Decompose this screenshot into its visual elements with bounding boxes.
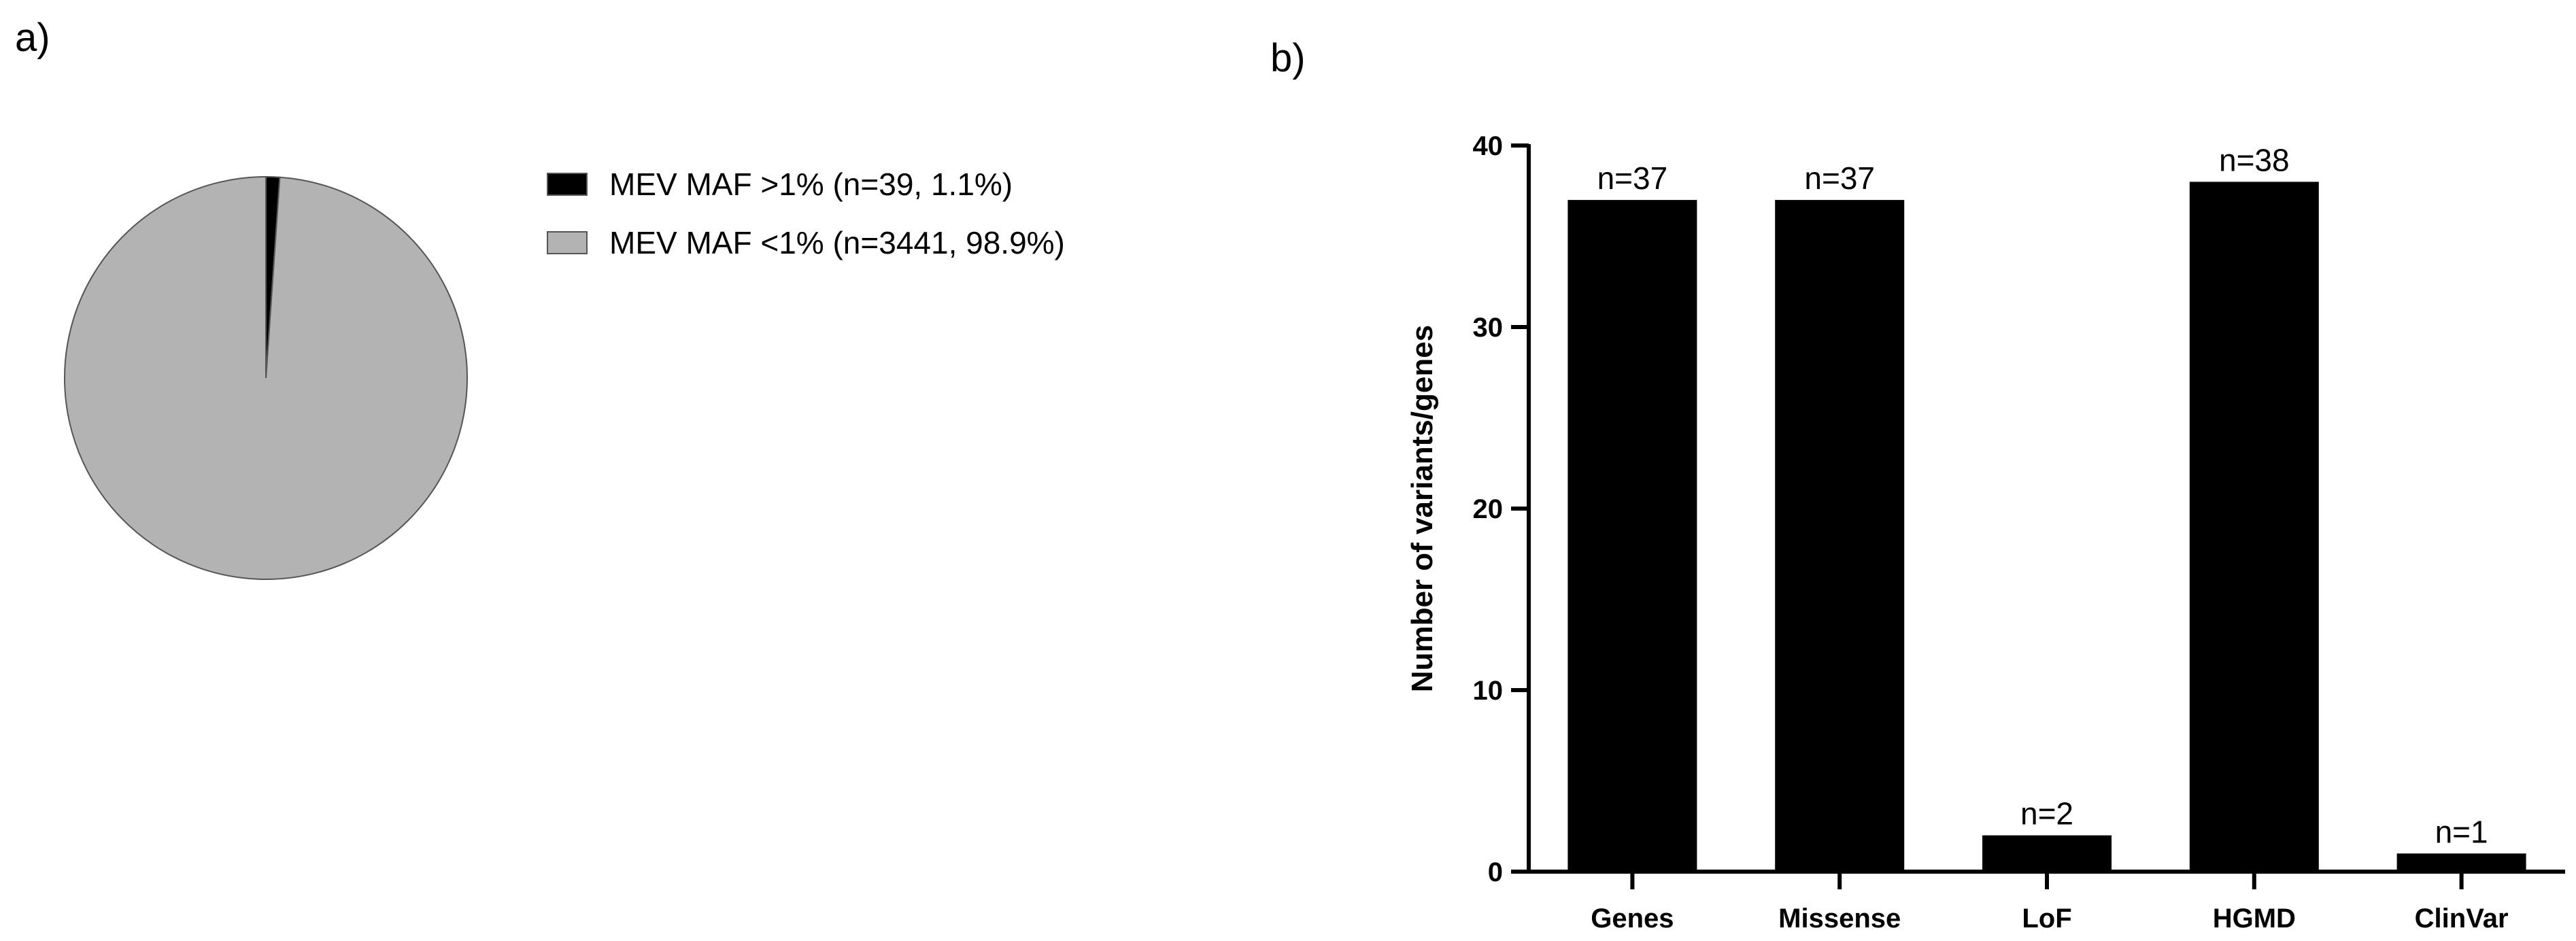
data-label: n=1 [2435,814,2488,849]
x-tick-label: ClinVar [2415,904,2509,934]
y-tick-label: 10 [1473,676,1504,706]
pie-legend: MEV MAF >1% (n=39, 1.1%) MEV MAF <1% (n=… [547,155,1065,272]
y-tick-label: 30 [1473,313,1504,343]
y-axis-label: Number of variants/genes [1406,325,1439,692]
bar [2189,182,2319,872]
y-tick-label: 40 [1473,131,1504,161]
pie-chart [64,175,468,580]
bar [2396,853,2526,872]
bar [1567,200,1697,872]
data-label: n=2 [2020,796,2073,832]
legend-swatch [547,173,588,196]
x-tick-label: Missense [1778,904,1901,934]
legend-item: MEV MAF >1% (n=39, 1.1%) [547,155,1065,213]
data-label: n=37 [1597,160,1668,196]
panel-a-label: a) [15,16,50,60]
legend-label: MEV MAF <1% (n=3441, 98.9%) [609,225,1065,260]
data-label: n=37 [1804,160,1875,196]
y-tick-label: 20 [1473,494,1504,524]
x-tick-label: LoF [2022,904,2071,934]
x-tick-label: HGMD [2213,904,2296,934]
legend-swatch [547,231,588,254]
pie-slice [64,175,468,580]
x-tick-label: Genes [1591,904,1674,934]
bar [1982,835,2112,872]
legend-item: MEV MAF <1% (n=3441, 98.9%) [547,213,1065,272]
legend-label: MEV MAF >1% (n=39, 1.1%) [609,167,1013,202]
y-tick-label: 0 [1488,857,1503,887]
bar [1775,200,1905,872]
panel-b-label: b) [1270,36,1306,80]
data-label: n=38 [2219,142,2290,177]
